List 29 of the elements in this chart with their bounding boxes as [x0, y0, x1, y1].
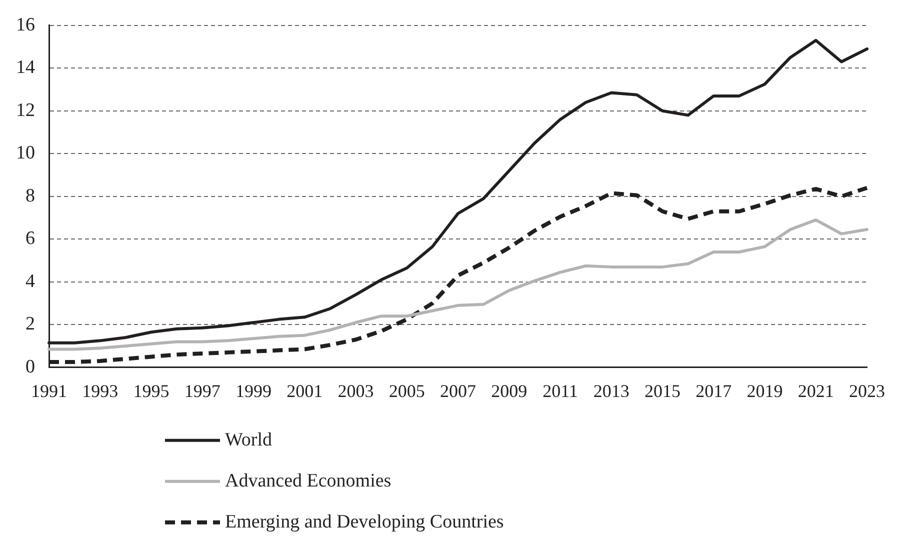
- y-tick-label: 12: [16, 100, 35, 121]
- x-tick-label: 2013: [593, 380, 630, 401]
- y-tick-label: 4: [26, 270, 36, 292]
- x-tick-label: 2019: [746, 380, 783, 401]
- x-tick-label: 2005: [388, 380, 425, 401]
- y-tick-label: 2: [26, 314, 35, 335]
- x-tick-label: 1991: [31, 380, 67, 401]
- x-tick-label: 1997: [184, 380, 220, 401]
- x-tick-label: 2017: [696, 380, 732, 401]
- x-tick-label: 2003: [338, 380, 374, 401]
- x-tick-label: 2021: [798, 380, 834, 401]
- x-tick-label: 2009: [491, 380, 528, 401]
- y-tick-label: 6: [26, 228, 35, 250]
- x-tick-label: 2001: [286, 380, 323, 401]
- legend-label: World: [225, 429, 273, 450]
- y-tick-label: 16: [16, 14, 35, 36]
- legend-label: Emerging and Developing Countries: [225, 511, 504, 532]
- x-tick-label: 2023: [849, 380, 885, 401]
- y-tick-label: 14: [16, 57, 36, 78]
- y-tick-label: 0: [26, 356, 35, 378]
- x-tick-label: 2011: [542, 380, 578, 401]
- y-tick-label: 8: [26, 185, 35, 206]
- x-tick-label: 2015: [644, 380, 680, 401]
- y-tick-label: 10: [16, 142, 35, 164]
- x-tick-label: 1993: [82, 380, 118, 401]
- x-tick-label: 1995: [133, 380, 170, 401]
- x-tick-label: 2007: [440, 380, 476, 401]
- legend-label: Advanced Economies: [225, 470, 392, 492]
- x-tick-label: 1999: [236, 380, 272, 401]
